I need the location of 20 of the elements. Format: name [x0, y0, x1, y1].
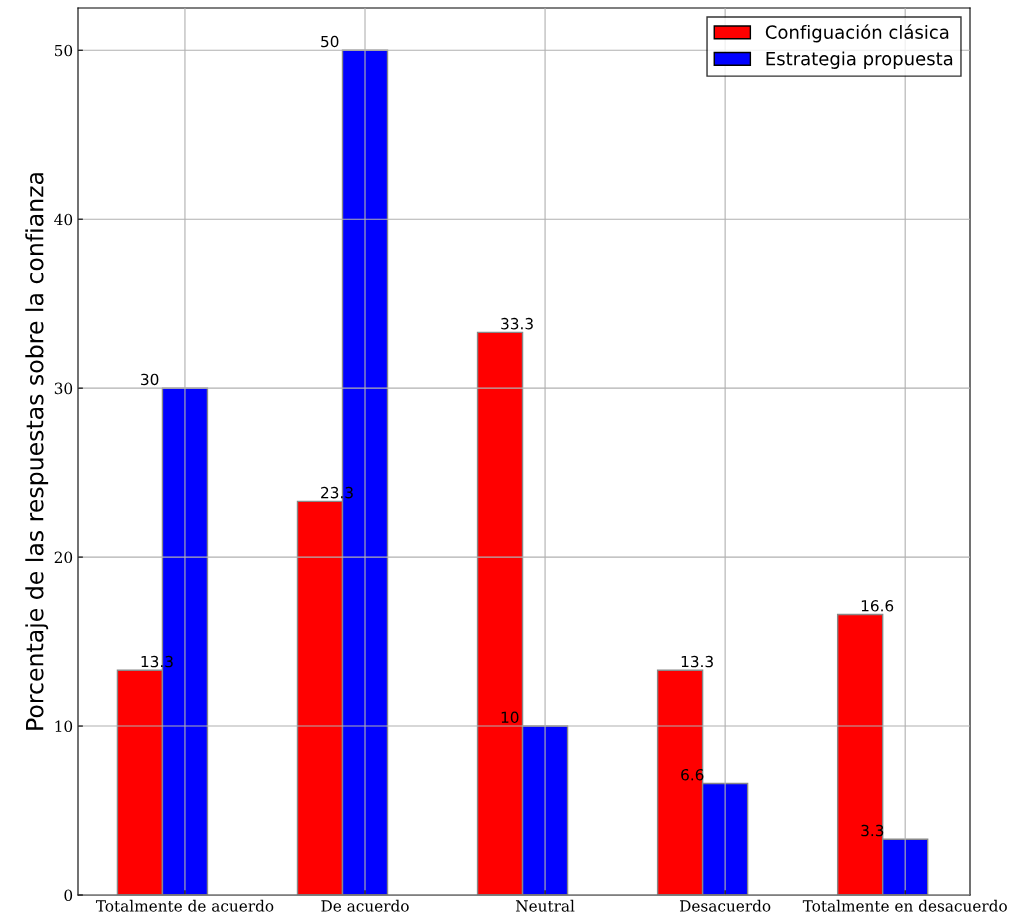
data-label: 10	[501, 711, 519, 724]
y-tick-label: 0	[64, 889, 73, 902]
x-tick-label: Neutral	[515, 899, 575, 912]
data-label: 16.6	[861, 600, 894, 612]
x-tick-label: Desacuerdo	[679, 899, 771, 912]
data-label: 50	[321, 35, 339, 48]
y-tick-label: 40	[54, 213, 73, 226]
x-tick-label: Totalmente de acuerdo	[95, 899, 274, 912]
data-label: 13.3	[681, 655, 713, 668]
y-tick-label: 50	[55, 44, 73, 57]
legend-label: Configuación clásica	[765, 24, 949, 43]
legend-label: Estrategia propuesta	[766, 51, 953, 69]
data-label: 30	[141, 373, 159, 386]
x-tick-label: Totalmente en desacuerdo	[802, 899, 1007, 912]
y-tick-label: 20	[54, 551, 73, 564]
y-axis-title: Porcentaje de las respuestas sobre la confianza	[25, 173, 49, 730]
y-tick-label: 10	[55, 720, 73, 733]
x-tick-label: De acuerdo	[321, 899, 409, 912]
data-label: 33.3	[501, 317, 533, 330]
y-tick-label: 30	[54, 382, 73, 395]
